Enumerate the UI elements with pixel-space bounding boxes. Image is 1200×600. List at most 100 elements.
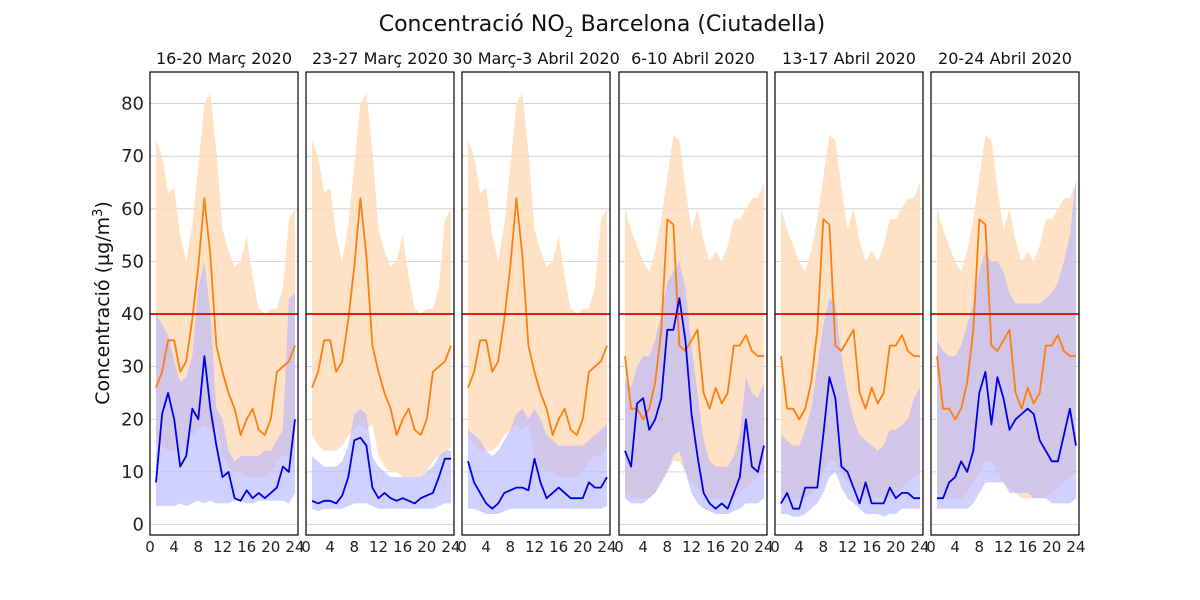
current-mean-line: [780, 376, 920, 510]
x-tick-label: 8: [350, 538, 360, 556]
plot-area: [155, 93, 296, 507]
x-tick-label: 24: [441, 538, 460, 556]
x-tick-label: 4: [169, 538, 179, 556]
x-tick-label: 20: [417, 538, 436, 556]
x-tick-label: 20: [261, 538, 280, 556]
current-range-band: [156, 261, 295, 507]
current-range-band: [468, 408, 607, 514]
panel-frame: [930, 71, 1080, 536]
x-tick-label: 20: [1042, 538, 1061, 556]
x-tick-label: 12: [994, 538, 1013, 556]
panel-3: 30 Març-3 Abril 2020 0 4 8 12 16 20 24: [452, 49, 620, 556]
current-range-band: [625, 261, 764, 514]
x-tick-label: 20: [886, 538, 905, 556]
x-tick-label: 20: [573, 538, 592, 556]
x-tick-label: 16: [706, 538, 725, 556]
reference-range-band: [468, 93, 607, 478]
panel-title: 13-17 Abril 2020: [782, 49, 916, 68]
x-tick-label: 24: [597, 538, 616, 556]
y-tick-label: 60: [121, 199, 144, 220]
x-tick-label: 8: [819, 538, 829, 556]
y-tick-label: 70: [121, 146, 144, 167]
plot-area: [311, 93, 452, 512]
x-tick-label: 24: [910, 538, 929, 556]
panel-6: 20-24 Abril 2020 0 4 8 12 16 20 24: [926, 49, 1085, 556]
reference-mean-line: [780, 218, 920, 421]
x-tick-label: 8: [663, 538, 673, 556]
x-tick-label: 0: [926, 538, 936, 556]
x-tick-label: 0: [457, 538, 467, 556]
chart-title: Concentració NO2 Barcelona (Ciutadella): [379, 12, 826, 41]
panel-title: 23-27 Març 2020: [312, 49, 448, 68]
y-tick-label: 50: [121, 251, 144, 272]
panel-title: 20-24 Abril 2020: [938, 49, 1072, 68]
plot-area: [624, 135, 765, 514]
current-mean-line: [624, 297, 765, 510]
x-tick-label: 24: [754, 538, 773, 556]
panel-4: 6-10 Abril 2020 0 4 8 12 16 20 24: [614, 49, 773, 556]
x-tick-label: 8: [194, 538, 204, 556]
panel-2: 23-27 Març 2020 0 4 8 12 16 20 24: [301, 49, 460, 556]
x-tick-label: 0: [770, 538, 780, 556]
plot-area: [780, 135, 920, 517]
panel-5: 13-17 Abril 2020 0 4 8 12 16 20 24: [770, 49, 929, 556]
x-tick-label: 24: [1066, 538, 1085, 556]
x-tick-label: 4: [481, 538, 491, 556]
x-tick-label: 16: [549, 538, 568, 556]
current-range-band: [312, 408, 451, 512]
x-tick-label: 24: [285, 538, 304, 556]
x-tick-label: 8: [506, 538, 516, 556]
x-tick-label: 12: [838, 538, 857, 556]
y-tick-label: 20: [121, 409, 144, 430]
current-mean-line: [937, 370, 1077, 500]
x-tick-label: 20: [730, 538, 749, 556]
x-tick-label: 8: [975, 538, 985, 556]
x-tick-label: 12: [682, 538, 701, 556]
reference-range-band: [312, 93, 451, 478]
x-tick-label: 4: [794, 538, 804, 556]
x-tick-label: 4: [325, 538, 335, 556]
reference-mean-line: [936, 218, 1076, 421]
x-tick-label: 12: [525, 538, 544, 556]
y-tick-label: 40: [121, 304, 144, 325]
panel-frame: [149, 71, 299, 536]
y-axis-label: Concentració (µg/m3): [91, 201, 114, 405]
x-tick-label: 12: [369, 538, 388, 556]
panel-frame: [618, 71, 768, 536]
x-tick-label: 16: [1018, 538, 1037, 556]
y-tick-label: 10: [121, 462, 144, 483]
y-tick-label: 30: [121, 357, 144, 378]
x-tick-label: 4: [638, 538, 648, 556]
plot-area: [936, 135, 1077, 509]
plot-area: [467, 93, 608, 514]
y-tick-label: 80: [121, 94, 144, 115]
panel-frame: [774, 71, 924, 536]
current-range-band: [781, 298, 920, 517]
x-tick-label: 12: [213, 538, 232, 556]
y-tick-label: 0: [133, 514, 144, 535]
panel-title: 6-10 Abril 2020: [631, 49, 755, 68]
panel-frame: [305, 71, 455, 536]
panel-frame: [461, 71, 611, 536]
x-tick-label: 0: [614, 538, 624, 556]
reference-mean-line: [467, 197, 608, 436]
current-mean-line: [467, 457, 608, 510]
current-mean-line: [155, 355, 296, 502]
reference-mean-line: [155, 197, 296, 436]
reference-mean-line: [624, 218, 764, 421]
panel-title: 30 Març-3 Abril 2020: [452, 49, 620, 68]
x-tick-label: 16: [862, 538, 881, 556]
current-range-band: [937, 177, 1076, 509]
x-tick-label: 4: [950, 538, 960, 556]
x-tick-label: 16: [393, 538, 412, 556]
x-tick-label: 0: [301, 538, 311, 556]
current-mean-line: [311, 436, 451, 505]
x-tick-label: 16: [237, 538, 256, 556]
reference-mean-line: [311, 197, 452, 436]
x-tick-label: 0: [145, 538, 155, 556]
panel-title: 16-20 Març 2020: [156, 49, 292, 68]
